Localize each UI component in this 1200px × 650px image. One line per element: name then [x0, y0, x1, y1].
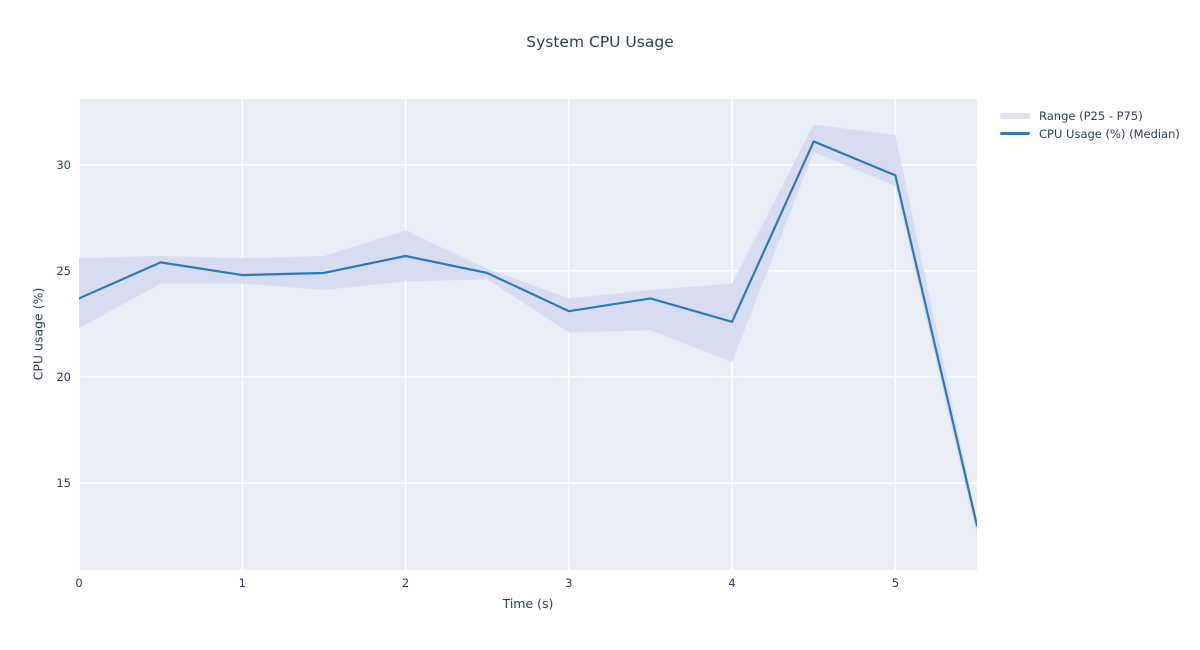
legend-item-median: CPU Usage (%) (Median) [1000, 125, 1180, 142]
x-tick-label: 4 [728, 576, 736, 590]
median-line [79, 140, 977, 527]
p25-p75-band [79, 124, 977, 537]
x-tick-label: 2 [401, 576, 410, 590]
legend-label-range: Range (P25 - P75) [1039, 108, 1143, 123]
legend: Range (P25 - P75) CPU Usage (%) (Median) [1000, 107, 1180, 143]
band-swatch-icon [1000, 112, 1030, 119]
x-axis-label: Time (s) [502, 596, 554, 611]
x-tick-label: 1 [238, 576, 246, 590]
legend-label-median: CPU Usage (%) (Median) [1039, 126, 1180, 141]
gridlines [79, 99, 977, 570]
legend-item-range: Range (P25 - P75) [1000, 107, 1180, 124]
x-tick-label: 5 [891, 576, 900, 590]
plot-area [79, 99, 977, 570]
chart-canvas [79, 99, 977, 570]
y-tick-label: 20 [56, 369, 71, 384]
y-tick-label: 25 [56, 263, 71, 278]
line-swatch-icon [1000, 132, 1030, 135]
x-tick-label: 3 [565, 576, 573, 590]
y-tick-label: 30 [56, 157, 71, 172]
y-axis-label: CPU usage (%) [30, 287, 46, 381]
y-tick-label: 15 [56, 476, 71, 490]
chart-title: System CPU Usage [526, 33, 674, 51]
x-tick-label: 0 [75, 576, 83, 590]
